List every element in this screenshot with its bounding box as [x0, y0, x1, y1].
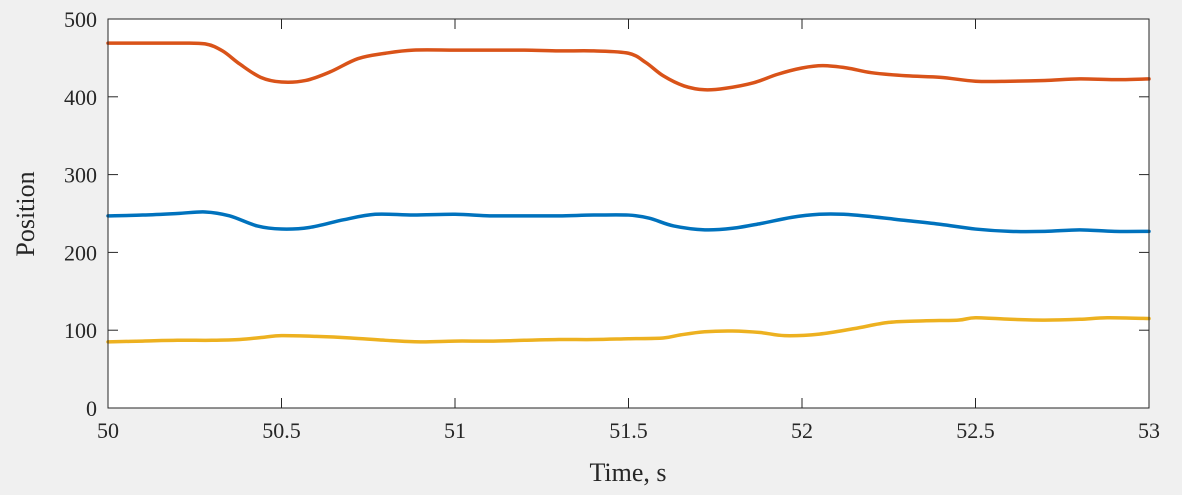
- x-tick-label: 52: [791, 418, 813, 443]
- y-tick-label: 100: [64, 318, 97, 343]
- x-tick-label: 50.5: [262, 418, 301, 443]
- series-line-2: [106, 41, 1151, 92]
- x-tick-label: 51: [444, 418, 466, 443]
- x-tick-label: 52.5: [956, 418, 995, 443]
- series-layer: [106, 41, 1151, 344]
- x-axis-label: Time, s: [589, 458, 666, 487]
- tick-layer: 50 50.5 51 51.5 52 52.5 53 0 100 200 300 400 500: [64, 7, 1160, 443]
- series-line-1: [106, 210, 1151, 234]
- y-tick-label: 0: [86, 396, 97, 421]
- y-axis-label: Position: [11, 171, 40, 256]
- y-tick-label: 300: [64, 163, 97, 188]
- y-tick-label: 400: [64, 85, 97, 110]
- x-tick-label: 51.5: [609, 418, 648, 443]
- x-tick-label: 50: [97, 418, 119, 443]
- y-tick-label: 200: [64, 240, 97, 265]
- y-tick-label: 500: [64, 7, 97, 32]
- series-line-3: [106, 315, 1151, 344]
- x-tick-label: 53: [1138, 418, 1160, 443]
